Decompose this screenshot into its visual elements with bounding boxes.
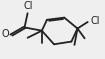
Text: O: O: [1, 30, 9, 39]
Text: Cl: Cl: [90, 16, 100, 26]
Text: Cl: Cl: [24, 1, 33, 11]
